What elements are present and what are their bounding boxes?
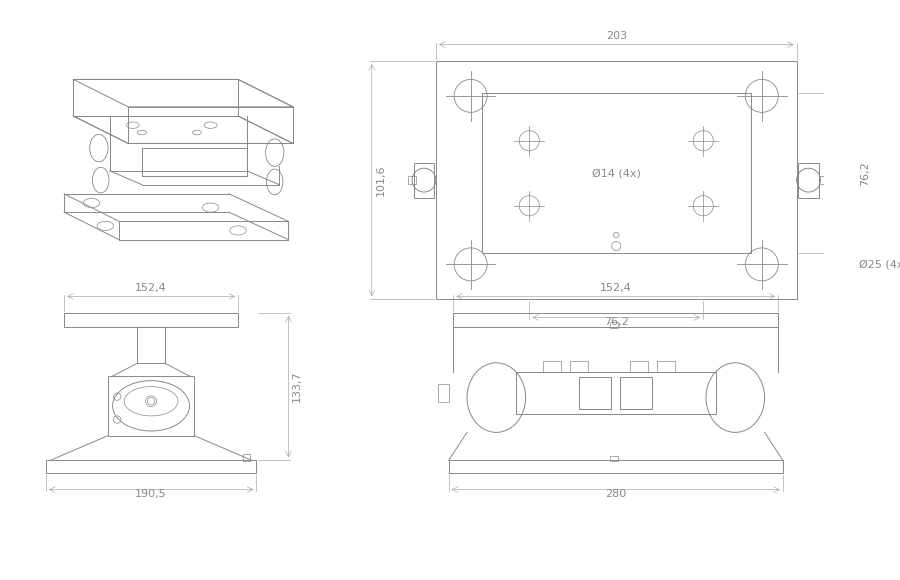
Text: 203: 203 [606, 31, 626, 41]
Text: Ø14 (4x): Ø14 (4x) [592, 168, 641, 178]
Text: 152,4: 152,4 [135, 282, 167, 293]
Text: 76,2: 76,2 [860, 161, 869, 186]
Text: Ø25 (4x): Ø25 (4x) [859, 259, 900, 269]
Text: 101,6: 101,6 [375, 164, 385, 196]
Text: 190,5: 190,5 [135, 489, 166, 499]
Text: 152,4: 152,4 [600, 282, 632, 293]
Text: 76,2: 76,2 [604, 317, 628, 327]
Text: 133,7: 133,7 [292, 371, 302, 403]
Text: 280: 280 [605, 489, 626, 499]
